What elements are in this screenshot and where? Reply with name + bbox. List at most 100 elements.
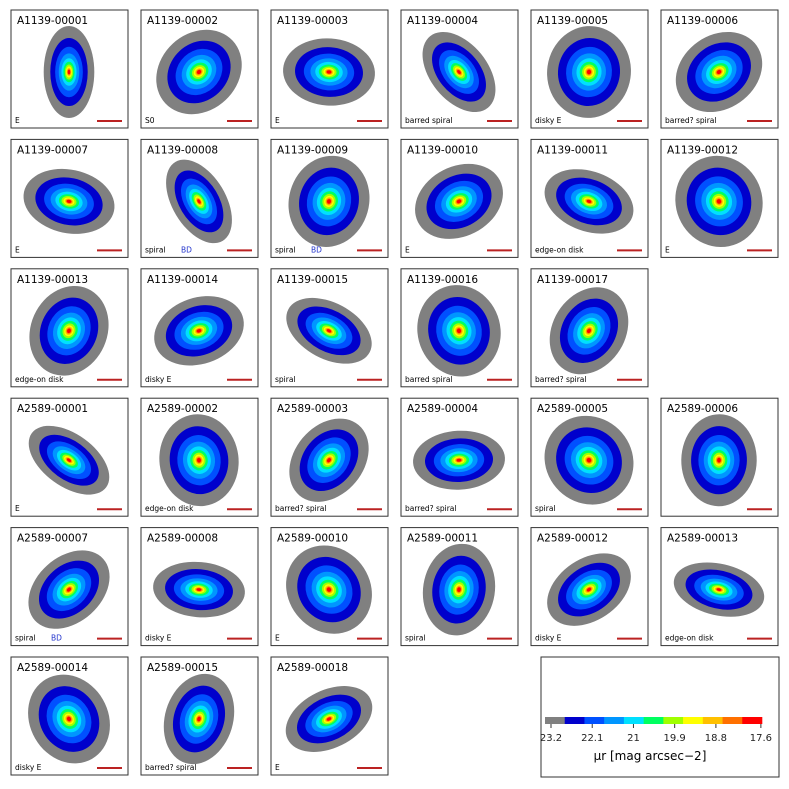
panel: A1139-00013 edge-on disk xyxy=(10,268,129,388)
panel-id: A1139-00008 xyxy=(147,144,218,156)
bd-note: BD xyxy=(311,245,322,254)
galaxy-image xyxy=(28,674,110,764)
contour xyxy=(67,328,71,334)
panel: A2589-00003 barred? spiral xyxy=(270,397,389,517)
galaxy-image xyxy=(286,297,372,364)
panel-id: A2589-00007 xyxy=(17,533,88,545)
galaxy-type: barred? spiral xyxy=(405,504,456,513)
galaxy-type: spiral xyxy=(145,245,166,254)
galaxy-type: disky E xyxy=(15,763,42,772)
contour xyxy=(587,328,591,333)
colorbar-tick-label: 23.2 xyxy=(540,733,562,744)
panel: A2589-00007 spiral BD xyxy=(10,527,129,647)
panel-id: A2589-00015 xyxy=(147,662,218,674)
panel-id: A2589-00001 xyxy=(17,403,88,415)
panel-id: A1139-00014 xyxy=(147,274,218,286)
colorbar-segment xyxy=(722,717,743,724)
contour xyxy=(457,587,461,592)
galaxy-type: E xyxy=(15,245,20,254)
panel: A2589-00015 barred? spiral xyxy=(140,656,259,776)
panel-id: A1139-00005 xyxy=(537,15,608,27)
galaxy-image xyxy=(547,553,631,626)
panel: A2589-00004 barred? spiral xyxy=(400,397,519,517)
panel: A2589-00014 disky E xyxy=(10,656,129,776)
panel-id: A2589-00005 xyxy=(537,403,608,415)
contour xyxy=(586,587,592,592)
colorbar-segment xyxy=(623,717,644,724)
colorbar-tick-label: 22.1 xyxy=(581,733,603,744)
galaxy-image xyxy=(28,425,110,495)
panel-id: A1139-00016 xyxy=(407,274,478,286)
panel-id: A2589-00010 xyxy=(277,533,348,545)
galaxy-type: E xyxy=(665,245,670,254)
contour xyxy=(67,458,71,462)
colorbar-tick-label: 17.6 xyxy=(750,733,772,744)
panel: A2589-00018 E xyxy=(270,656,389,776)
panel: A2589-00012 disky E xyxy=(530,527,649,647)
colorbar-tick-label: 19.9 xyxy=(664,733,686,744)
contour xyxy=(196,329,202,333)
panel: A1139-00007 E xyxy=(10,138,129,258)
galaxy-image xyxy=(153,561,245,618)
panel-id: A1139-00003 xyxy=(277,15,348,27)
galaxy-type: E xyxy=(15,116,20,125)
panel-id: A2589-00012 xyxy=(537,533,608,545)
contour xyxy=(456,458,462,462)
colorbar-segment xyxy=(564,717,585,724)
galaxy-type: E xyxy=(275,116,280,125)
contour xyxy=(196,69,202,75)
contour xyxy=(716,199,722,204)
galaxy-type: disky E xyxy=(535,634,562,643)
galaxy-image xyxy=(29,285,109,376)
panel-id: A1139-00013 xyxy=(17,274,88,286)
contour xyxy=(66,199,72,203)
galaxy-image xyxy=(417,285,501,377)
panel-id: A2589-00004 xyxy=(407,403,478,415)
galaxy-image xyxy=(422,543,496,636)
bd-note: BD xyxy=(51,634,62,643)
colorbar-segment xyxy=(683,717,704,724)
galaxy-type: E xyxy=(405,245,410,254)
panel-id: A1139-00010 xyxy=(407,144,478,156)
galaxy-image xyxy=(154,296,244,366)
galaxy-image xyxy=(422,31,496,113)
contour xyxy=(456,328,462,334)
galaxy-image xyxy=(288,155,370,247)
galaxy-image xyxy=(156,29,242,115)
bd-note: BD xyxy=(181,245,192,254)
contour xyxy=(67,69,71,75)
galaxy-type: spiral xyxy=(275,245,296,254)
panel: A1139-00011 edge-on disk xyxy=(530,138,649,258)
contour xyxy=(327,199,331,204)
panel: A2589-00010 E xyxy=(270,527,389,647)
galaxy-image xyxy=(547,26,631,118)
panel: A1139-00010 E xyxy=(400,138,519,258)
colorbar-tick-label: 21 xyxy=(627,733,640,744)
galaxy-type: disky E xyxy=(145,375,172,384)
galaxy-type: spiral xyxy=(15,634,36,643)
galaxy-image xyxy=(43,26,95,118)
galaxy-image xyxy=(163,673,235,765)
colorbar-label: μr [mag arcsec−2] xyxy=(594,749,707,763)
panel-id: A2589-00003 xyxy=(277,403,348,415)
galaxy-type: spiral xyxy=(535,504,556,513)
contour xyxy=(716,588,722,591)
galaxy-type: E xyxy=(275,763,280,772)
contour xyxy=(66,716,72,722)
galaxy-type: edge-on disk xyxy=(15,375,64,384)
panel-id: A2589-00014 xyxy=(17,662,88,674)
panel-id: A1139-00011 xyxy=(537,144,608,156)
galaxy-image xyxy=(23,168,115,234)
galaxy-image xyxy=(286,545,372,634)
galaxy-type: barred spiral xyxy=(405,116,453,125)
panel: A1139-00016 barred spiral xyxy=(400,268,519,388)
panel-id: A1139-00001 xyxy=(17,15,88,27)
contour xyxy=(717,457,721,463)
galaxy-type: edge-on disk xyxy=(535,245,584,254)
galaxy-image xyxy=(544,415,634,505)
panel-id: A2589-00011 xyxy=(407,533,478,545)
panel: A1139-00014 disky E xyxy=(140,268,259,388)
panel-id: A1139-00015 xyxy=(277,274,348,286)
galaxy-image xyxy=(549,287,629,375)
galaxy-type: edge-on disk xyxy=(145,504,194,513)
